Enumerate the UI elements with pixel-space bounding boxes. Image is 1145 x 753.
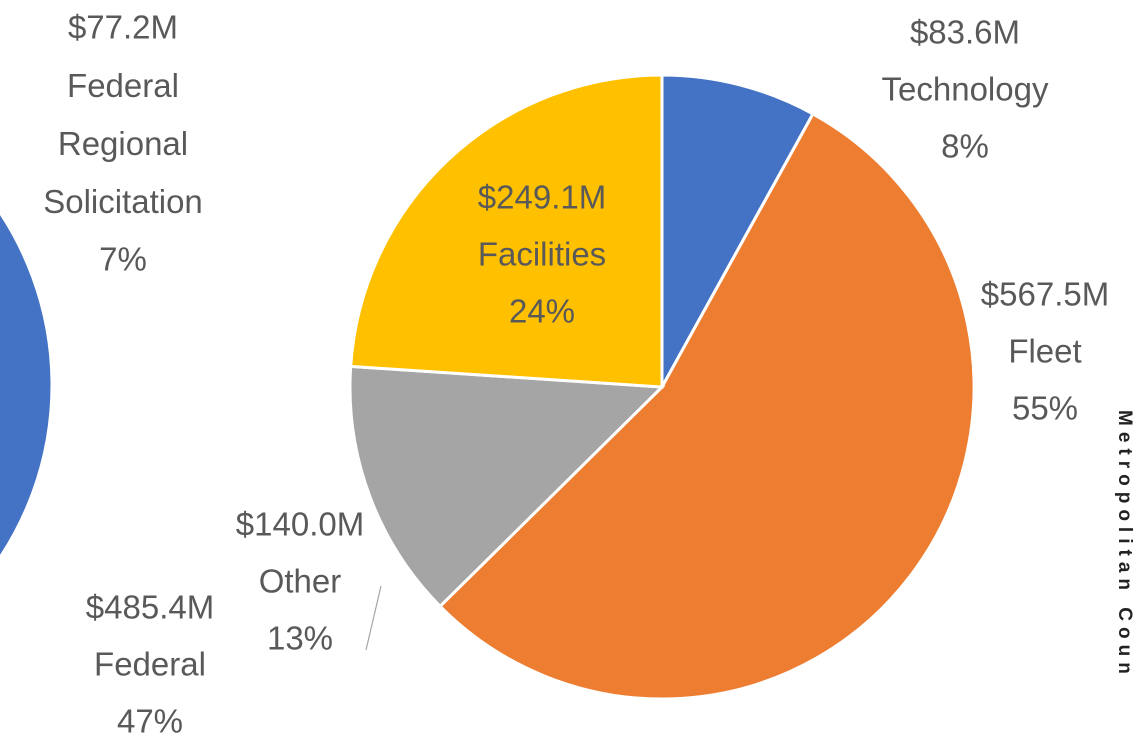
leader-line	[365, 585, 382, 651]
slice-category-label: Fleet	[1008, 333, 1081, 370]
pie-slice	[660, 73, 815, 388]
slice-percent-label: 47%	[117, 703, 183, 740]
pie-slice	[437, 111, 976, 701]
pie-slice	[349, 73, 664, 389]
slice-category-label: Other	[259, 563, 342, 600]
pie-slice	[348, 364, 666, 609]
slice-percent-label: 7%	[99, 241, 147, 278]
slice-value-label: $249.1M	[478, 179, 606, 216]
slice-value-label: $567.5M	[981, 276, 1109, 313]
slice-category-label: Technology	[882, 71, 1049, 108]
side-title: Metropolitan Coun	[1114, 410, 1135, 680]
slice-category-label: Federal Regional Solicitation	[43, 67, 203, 220]
slice-percent-label: 8%	[941, 128, 989, 165]
slice-percent-label: 55%	[1012, 390, 1078, 427]
slice-percent-label: 24%	[509, 293, 575, 330]
slice-value-label: $140.0M	[236, 506, 364, 543]
slice-category-label: Facilities	[478, 236, 606, 273]
slice-value-label: $83.6M	[910, 14, 1020, 51]
slice-value-label: $485.4M	[86, 589, 214, 626]
pie-slice	[0, 209, 54, 561]
slice-value-label: $77.2M	[68, 9, 178, 46]
slice-percent-label: 13%	[267, 620, 333, 657]
slice-category-label: Federal	[94, 646, 206, 683]
